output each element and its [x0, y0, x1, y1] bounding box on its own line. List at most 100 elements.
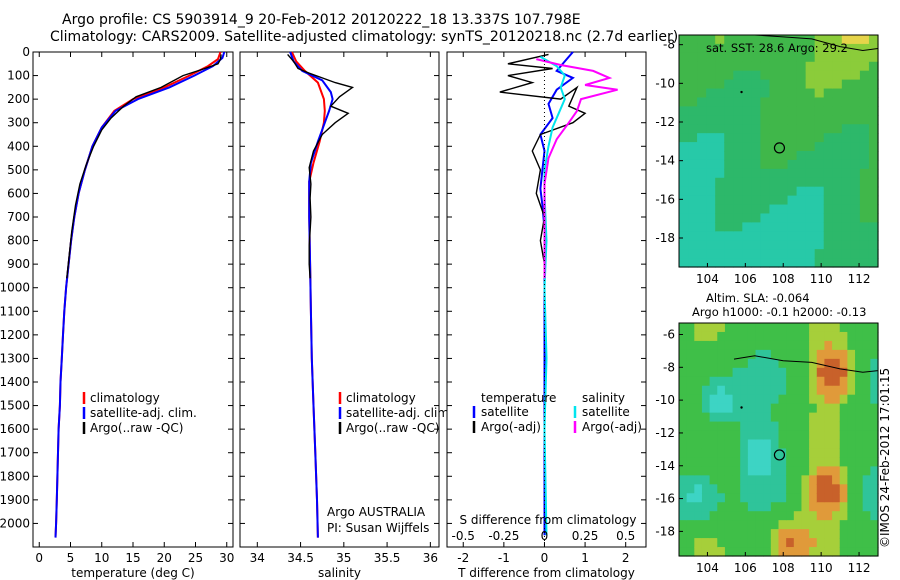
- sst_map-cell: [805, 70, 816, 81]
- sst_map-cell: [688, 177, 698, 188]
- sst_map-cell: [850, 115, 861, 125]
- sla_map-cell: [855, 385, 864, 396]
- sla_map-cell: [839, 547, 848, 557]
- sst_map-cell: [859, 240, 870, 250]
- sst_map-cell: [715, 115, 725, 125]
- sla_map-cell: [717, 475, 726, 485]
- sst_map-cell: [706, 61, 716, 72]
- sla_map-cell: [747, 538, 757, 548]
- sst_map-cell: [733, 204, 743, 215]
- sla_map-cell: [786, 466, 795, 476]
- sla_map-cell: [786, 403, 795, 414]
- sla_map-cell: [778, 439, 787, 450]
- sla_map-cell: [747, 331, 757, 342]
- sla_map-cell: [839, 349, 848, 360]
- sst_map-cell: [742, 151, 752, 161]
- sla_map-cell: [786, 439, 795, 450]
- sla_map-cell: [832, 421, 841, 432]
- sla_map-cell: [801, 538, 810, 548]
- sla_map-cell: [832, 340, 841, 351]
- sst_map-cell: [760, 43, 771, 54]
- sst_map-cell: [760, 195, 771, 206]
- sla_map-cell: [778, 421, 787, 432]
- sst_map-cell: [769, 222, 780, 232]
- depth-tick-label: 1700: [0, 446, 30, 460]
- sla_map-cell: [809, 403, 818, 414]
- sla_map-cell: [855, 331, 864, 342]
- sla_map-cell: [755, 376, 764, 387]
- sst_map-cell: [850, 177, 861, 188]
- depth-tick-label: 700: [7, 210, 30, 224]
- sla_map-cell: [732, 484, 741, 494]
- sla_map-cell: [793, 376, 803, 387]
- sst_map-cell: [733, 35, 743, 45]
- sla_map-cell: [793, 529, 803, 539]
- sst_map-cell: [823, 195, 834, 206]
- sla_map-cell: [855, 502, 864, 512]
- sla_map-cell: [694, 547, 703, 557]
- sst_map-cell: [832, 168, 843, 179]
- sla_map-cell: [724, 331, 734, 342]
- sst_map-cell: [715, 88, 725, 99]
- sla_map-cell: [709, 421, 718, 432]
- sst_map-cell: [715, 142, 725, 152]
- sst_map-cell: [679, 35, 689, 45]
- sla_map-ytick-label: -18: [655, 524, 675, 538]
- sla_map-cell: [809, 376, 818, 387]
- sla_map-cell: [862, 529, 871, 539]
- sla_map-cell: [801, 439, 810, 450]
- sst_map-cell: [769, 35, 780, 45]
- sst_map-cell: [814, 195, 825, 206]
- sla_map-ytick-label: -14: [655, 459, 675, 473]
- sst_map-cell: [832, 61, 843, 72]
- sst_map-cell: [742, 79, 752, 90]
- sst_map-cell: [760, 88, 771, 99]
- sst_map-cell: [823, 52, 834, 63]
- sla_map-cell: [816, 466, 826, 476]
- sst_map-cell: [733, 43, 743, 54]
- sst_map-cell: [787, 168, 798, 179]
- sla_map-cell: [847, 538, 856, 548]
- sla_map-cell: [740, 466, 749, 476]
- sst_map-cell: [859, 177, 870, 188]
- sla_map-cell: [862, 403, 871, 414]
- sla_map-cell: [770, 349, 780, 360]
- sla_map-cell: [679, 340, 688, 351]
- sla_map-cell: [855, 340, 864, 351]
- sla_map-cell: [862, 331, 871, 342]
- sla_map-cell: [809, 412, 818, 423]
- sla_map-cell: [847, 430, 856, 441]
- sla_map-cell: [778, 547, 787, 557]
- sla_map-cell: [755, 502, 764, 512]
- sst_map-cell: [850, 35, 861, 45]
- sla_map-cell: [855, 493, 864, 503]
- sla_map-cell: [801, 520, 810, 530]
- sst_map-cell: [832, 142, 843, 152]
- sst_map-cell: [760, 222, 771, 232]
- salinity-xtick-label: 34: [250, 551, 265, 565]
- sst_map-cell: [697, 35, 707, 45]
- sla_map-cell: [679, 448, 688, 459]
- sst_map-cell: [859, 204, 870, 215]
- sla_map-cell: [724, 547, 734, 557]
- sla_map-cell: [824, 349, 833, 360]
- sst_map-cell: [787, 124, 798, 134]
- sst_map-cell: [760, 249, 771, 259]
- sst_map-cell: [814, 168, 825, 179]
- sla_map-cell: [832, 403, 841, 414]
- sla_map-cell: [870, 547, 879, 557]
- sst_map-cell: [733, 231, 743, 241]
- chart-title: Argo profile: CS 5903914_9 20-Feb-2012 2…: [62, 12, 581, 28]
- sst_map-cell: [751, 52, 762, 63]
- sst_map-cell: [859, 52, 870, 63]
- sst_map-cell: [679, 88, 689, 99]
- sla_map-cell: [770, 439, 780, 450]
- sst_map-cell: [760, 142, 771, 152]
- sst_map-cell: [679, 240, 689, 250]
- sla_map-cell: [740, 349, 749, 360]
- sla_map-cell: [717, 511, 726, 521]
- sst_map-cell: [841, 168, 852, 179]
- sst_map-cell: [823, 124, 834, 134]
- sst_map-cell: [787, 249, 798, 259]
- sla_map-cell: [709, 349, 718, 360]
